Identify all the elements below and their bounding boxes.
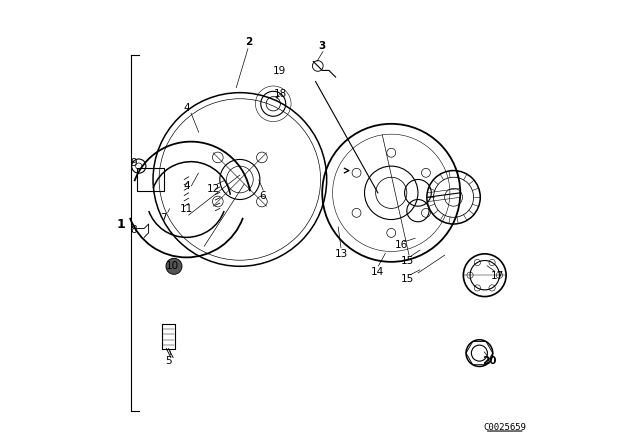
Text: 20: 20 — [482, 356, 497, 366]
Text: C0025659: C0025659 — [483, 423, 526, 432]
Text: 12: 12 — [207, 184, 220, 194]
Text: 9: 9 — [131, 158, 137, 168]
Text: 3: 3 — [319, 41, 326, 51]
Text: 8: 8 — [131, 225, 137, 235]
Text: 18: 18 — [274, 89, 287, 99]
Text: 11: 11 — [180, 204, 193, 214]
Circle shape — [166, 258, 182, 274]
Text: 19: 19 — [273, 66, 285, 76]
Text: 6: 6 — [260, 191, 266, 201]
Text: 5: 5 — [165, 356, 172, 366]
Text: 7: 7 — [160, 213, 166, 223]
Text: 16: 16 — [395, 240, 408, 250]
Text: 15: 15 — [401, 274, 414, 284]
Text: 2: 2 — [245, 37, 252, 47]
Text: 14: 14 — [371, 267, 383, 276]
Text: 10: 10 — [166, 261, 179, 271]
Text: 17: 17 — [491, 271, 504, 281]
Text: 1: 1 — [116, 217, 125, 231]
Text: 4: 4 — [183, 103, 189, 113]
Text: 15: 15 — [401, 255, 414, 266]
Text: 4: 4 — [183, 181, 189, 191]
Text: 13: 13 — [335, 249, 348, 259]
